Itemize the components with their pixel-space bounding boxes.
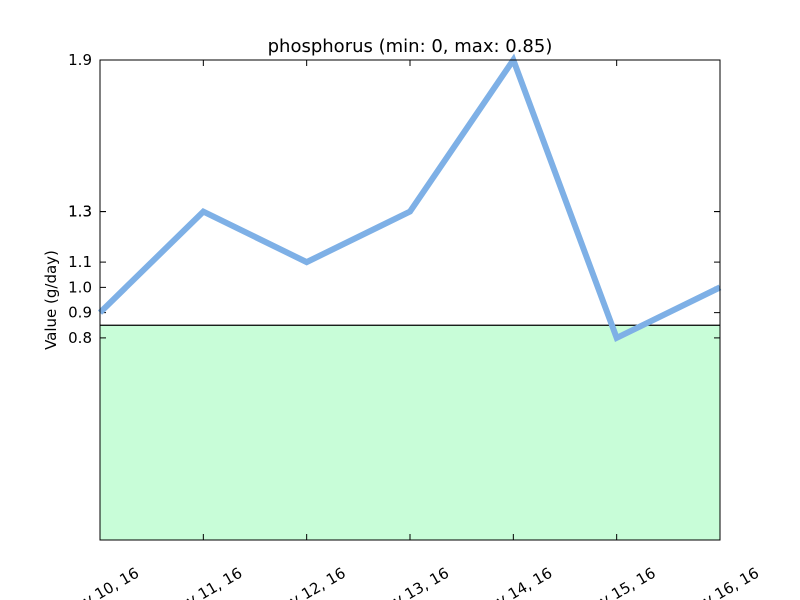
y-tick-label: 0.8 xyxy=(68,329,92,347)
y-tick-label: 1.1 xyxy=(68,253,92,271)
data-line xyxy=(97,53,722,343)
y-tick-label: 1.3 xyxy=(68,203,92,221)
y-axis-label: Value (g/day) xyxy=(42,250,60,350)
plot-frame xyxy=(99,59,721,541)
y-tick-label: 1.0 xyxy=(68,278,92,296)
chart-title: phosphorus (min: 0, max: 0.85) xyxy=(268,36,553,57)
y-tick-label: 1.3 xyxy=(68,203,92,221)
y-tick-label: 1.9 xyxy=(68,51,92,69)
range-band xyxy=(100,325,720,540)
y-tick-label: 0.9 xyxy=(68,304,92,322)
